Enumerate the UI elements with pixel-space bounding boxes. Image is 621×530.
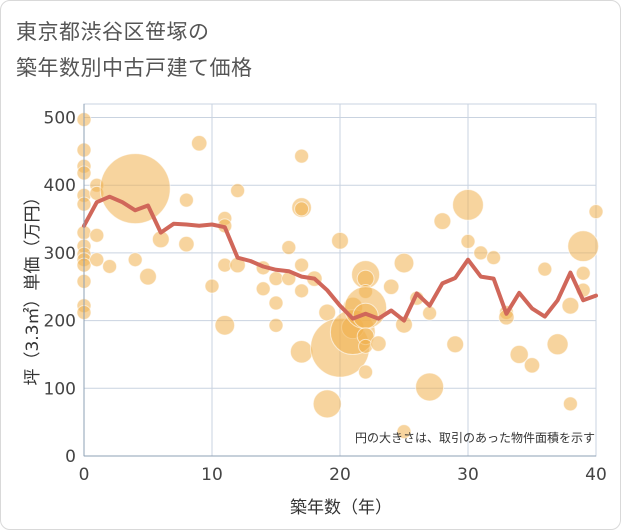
bubble-point [567,230,600,263]
bubble-point [422,305,438,321]
bubble-point [452,188,484,221]
x-tick-label: 40 [585,465,607,485]
bubble-point [562,396,578,412]
bubble-point [294,283,310,299]
bubble-point [214,315,236,336]
bubble-point [191,135,208,152]
bubble-point [268,317,284,333]
bubble-point [255,281,271,297]
bubble-point [473,245,489,261]
bubble-point [178,192,194,208]
bubble-point [546,333,569,356]
x-tick-label: 10 [201,465,223,485]
y-tick-label: 200 [44,312,76,332]
bubble-point [415,372,445,402]
bubble-point [102,258,118,274]
x-tick-label: 20 [329,465,351,485]
bubble-point [575,265,591,281]
tick-labels: 0 100 200 300 400 500 0 10 20 30 40 [44,109,607,485]
bubble-point [588,204,604,220]
bubble-point [127,252,143,268]
average-price-line [82,194,598,323]
bubble-point [460,233,476,249]
x-tick-label: 30 [457,465,479,485]
bubble-point [331,231,349,250]
bubble-point [268,271,284,287]
bubble-point [139,267,157,286]
bubble-point [396,424,412,440]
y-axis-title: 坪（3.3㎡）単価（万円） [23,188,43,385]
chart-title-line1: 東京都渋谷区笹塚の [16,20,210,44]
bubble-point [446,335,465,354]
y-tick-label: 300 [44,244,76,264]
y-tick-label: 0 [65,447,76,467]
bubble-point [383,278,400,295]
trend-layer [82,194,598,323]
x-tick-label: 0 [79,465,90,485]
bubble-point [294,257,310,273]
bubble-point [509,344,529,365]
bubble-point [393,252,415,274]
bubble-point [178,235,195,253]
bubble-point [523,357,541,374]
y-tick-label: 500 [44,109,76,129]
bubble-point [89,227,105,243]
bubble-point [561,296,580,315]
bubble-point [294,148,310,164]
size-note: 円の大きさは、取引のあった物件面積を示す [355,430,595,445]
y-tick-label: 100 [44,379,76,399]
bubble-point [281,240,297,256]
bubble-point [433,212,452,231]
x-axis-title: 築年数（年） [290,498,392,518]
y-tick-label: 400 [44,176,76,196]
bubble-point [358,364,374,380]
chart-title: 東京都渋谷区笹塚の 築年数別中古戸建て価格 [16,14,253,86]
bubble-point [289,340,314,364]
bubble-point [370,335,387,352]
bubble-point [268,295,284,311]
bubble-point [537,261,553,277]
axes [83,104,596,457]
bubble-point [312,389,342,419]
bubble-point [318,303,337,322]
bubble-point [486,250,502,266]
bubble-point [294,201,310,217]
chart-title-line2: 築年数別中古戸建て価格 [16,56,253,80]
bubble-point [89,252,105,268]
bubble-point [204,278,220,294]
bubble-point [230,183,246,199]
bubble-point [99,153,171,225]
